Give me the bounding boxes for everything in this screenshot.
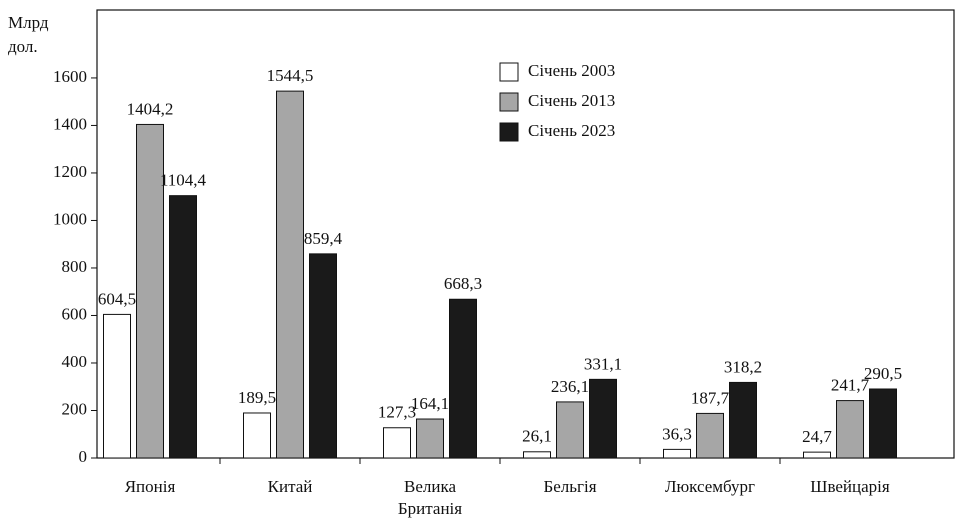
- x-tick-label: Люксембург: [665, 477, 755, 496]
- value-label: 668,3: [444, 274, 482, 293]
- y-tick-label: 400: [62, 352, 88, 371]
- legend-swatch: [499, 62, 519, 82]
- y-tick-label: 1400: [53, 114, 87, 133]
- value-label: 187,7: [691, 388, 730, 407]
- x-tick-label: Велика Британія: [398, 477, 462, 518]
- bar: [523, 451, 551, 459]
- value-label: 26,1: [522, 427, 552, 446]
- legend-label: Січень 2023: [528, 121, 615, 140]
- y-axis-label: Млрд: [8, 13, 49, 32]
- value-label: 859,4: [304, 229, 343, 248]
- y-axis-label: дол.: [8, 37, 38, 56]
- legend-swatch: [499, 92, 519, 112]
- legend-label: Січень 2003: [528, 61, 615, 80]
- bar: [696, 412, 724, 459]
- value-label: 127,3: [378, 403, 416, 422]
- value-label: 604,5: [98, 289, 136, 308]
- value-label: 241,7: [831, 375, 870, 394]
- bar: [556, 401, 584, 459]
- legend-swatch: [499, 122, 519, 142]
- bar: [416, 418, 444, 459]
- value-label: 164,1: [411, 394, 449, 413]
- bar: [836, 400, 864, 459]
- y-tick-label: 1200: [53, 162, 87, 181]
- y-tick-label: 1000: [53, 209, 87, 228]
- y-tick-label: 1600: [53, 67, 87, 86]
- bar: [103, 313, 131, 459]
- value-label: 1104,4: [160, 171, 207, 190]
- bar: [383, 427, 411, 459]
- x-tick-label: Бельгія: [543, 477, 596, 496]
- x-tick-label: Китай: [268, 477, 313, 496]
- value-label: 290,5: [864, 364, 902, 383]
- y-tick-label: 600: [62, 304, 88, 323]
- y-tick-label: 0: [79, 447, 88, 466]
- x-tick-label: Швейцарія: [810, 477, 890, 496]
- bar: [449, 298, 477, 459]
- bar: [276, 90, 304, 459]
- value-label: 1404,2: [127, 99, 174, 118]
- bar: [869, 388, 897, 459]
- value-label: 331,1: [584, 354, 622, 373]
- bar: [663, 448, 691, 459]
- bar: [589, 378, 617, 459]
- bar: [729, 381, 757, 459]
- y-tick-label: 800: [62, 257, 88, 276]
- legend-label: Січень 2013: [528, 91, 615, 110]
- bar: [169, 195, 197, 459]
- value-label: 189,5: [238, 388, 276, 407]
- bar: [803, 451, 831, 459]
- y-tick-label: 200: [62, 399, 88, 418]
- plot-frame: [96, 9, 955, 459]
- value-label: 24,7: [802, 427, 832, 446]
- bar: [309, 253, 337, 459]
- x-tick-label: Японія: [125, 477, 176, 496]
- bar: [243, 412, 271, 459]
- value-label: 236,1: [551, 377, 589, 396]
- value-label: 318,2: [724, 357, 762, 376]
- bar: [136, 123, 164, 459]
- value-label: 1544,5: [267, 66, 314, 85]
- value-label: 36,3: [662, 424, 692, 443]
